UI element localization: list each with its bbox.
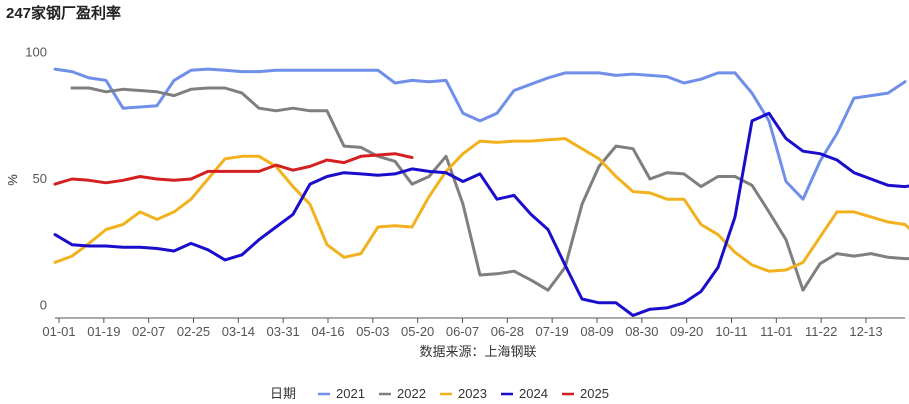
y-axis-ticks: 0 50 100 [25, 45, 47, 313]
series-line-2025 [53, 152, 414, 186]
x-tick-label: 07-19 [536, 324, 569, 339]
legend-label-2023[interactable]: 2023 [458, 386, 487, 401]
x-tick-label: 03-14 [222, 324, 255, 339]
y-tick-label: 100 [25, 45, 47, 60]
series-line-2021 [53, 67, 907, 201]
legend-label-2025[interactable]: 2025 [580, 386, 609, 401]
x-tick-label: 06-28 [491, 324, 524, 339]
x-axis-ticks: 01-01 01-19 02-07 02-25 03-14 03-31 04-16 05-03… [42, 318, 883, 339]
x-tick-label: 11-22 [805, 324, 837, 339]
x-tick-label: 05-20 [401, 324, 434, 339]
x-tick-label: 08-30 [625, 324, 658, 339]
legend-label-2024[interactable]: 2024 [519, 386, 548, 401]
x-tick-label: 06-07 [446, 324, 479, 339]
x-tick-label: 12-13 [849, 324, 882, 339]
legend: 日期 2021 2022 2023 2024 2025 [270, 386, 609, 401]
x-tick-label: 09-20 [670, 324, 703, 339]
x-tick-label: 10-11 [715, 324, 747, 339]
y-tick-label: 0 [40, 297, 47, 312]
chart-title: 247家钢厂盈利率 [6, 5, 122, 22]
source-note: 数据来源：上海钢联 [419, 344, 536, 359]
legend-label-2021[interactable]: 2021 [336, 386, 365, 401]
x-tick-label: 11-01 [760, 324, 792, 339]
legend-title: 日期 [270, 386, 296, 401]
series-line-2023 [53, 137, 909, 273]
x-tick-label: 03-31 [267, 324, 300, 339]
x-tick-label: 02-07 [132, 324, 165, 339]
y-tick-label: 50 [33, 171, 47, 186]
series-line-2024 [53, 111, 909, 317]
x-tick-label: 01-01 [42, 324, 75, 339]
x-tick-label: 02-25 [177, 324, 210, 339]
y-axis-label: % [5, 174, 20, 186]
legend-label-2022[interactable]: 2022 [397, 386, 426, 401]
x-tick-label: 04-16 [311, 324, 344, 339]
x-tick-label: 08-09 [580, 324, 613, 339]
series-lines [53, 67, 909, 317]
x-tick-label: 01-19 [87, 324, 120, 339]
x-tick-label: 05-03 [356, 324, 389, 339]
